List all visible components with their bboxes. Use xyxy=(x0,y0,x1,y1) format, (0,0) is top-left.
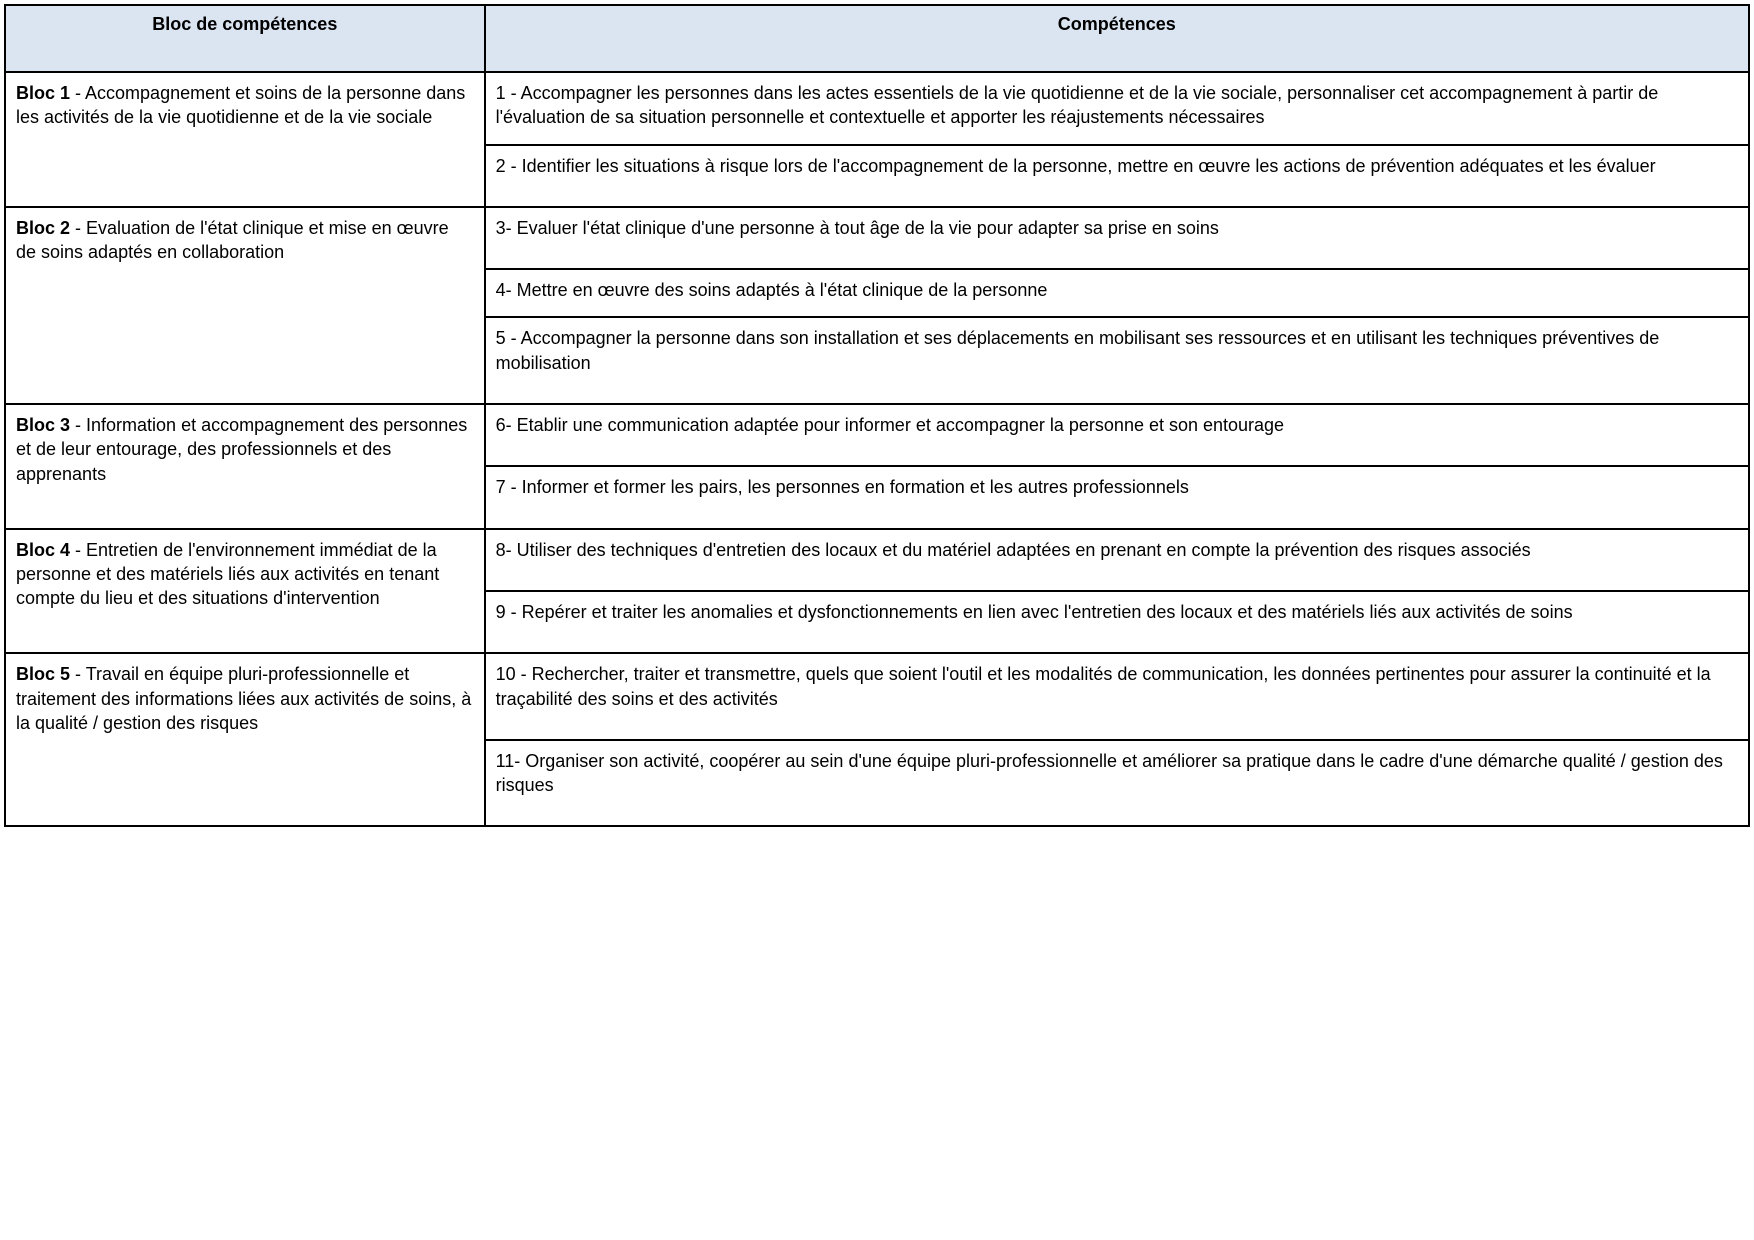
bloc-cell: Bloc 3 - Information et accompagnement d… xyxy=(5,404,485,529)
bloc-text: - Evaluation de l'état clinique et mise … xyxy=(16,218,449,262)
competence-cell: 7 - Informer et former les pairs, les pe… xyxy=(485,466,1749,528)
table-row: Bloc 1 - Accompagnement et soins de la p… xyxy=(5,72,1749,145)
bloc-cell: Bloc 4 - Entretien de l'environnement im… xyxy=(5,529,485,654)
bloc-cell: Bloc 1 - Accompagnement et soins de la p… xyxy=(5,72,485,207)
competence-cell: 4- Mettre en œuvre des soins adaptés à l… xyxy=(485,269,1749,317)
competence-cell: 2 - Identifier les situations à risque l… xyxy=(485,145,1749,207)
table-row: Bloc 3 - Information et accompagnement d… xyxy=(5,404,1749,466)
competence-cell: 11- Organiser son activité, coopérer au … xyxy=(485,740,1749,827)
competence-cell: 5 - Accompagner la personne dans son ins… xyxy=(485,317,1749,404)
bloc-label: Bloc 1 xyxy=(16,83,70,103)
table-row: Bloc 5 - Travail en équipe pluri-profess… xyxy=(5,653,1749,740)
bloc-cell: Bloc 2 - Evaluation de l'état clinique e… xyxy=(5,207,485,404)
bloc-cell: Bloc 5 - Travail en équipe pluri-profess… xyxy=(5,653,485,826)
header-comp: Compétences xyxy=(485,5,1749,72)
bloc-text: - Accompagnement et soins de la personne… xyxy=(16,83,465,127)
bloc-text: - Information et accompagnement des pers… xyxy=(16,415,467,484)
competence-cell: 3- Evaluer l'état clinique d'une personn… xyxy=(485,207,1749,269)
table-row: Bloc 4 - Entretien de l'environnement im… xyxy=(5,529,1749,591)
header-bloc: Bloc de compétences xyxy=(5,5,485,72)
competence-cell: 10 - Rechercher, traiter et transmettre,… xyxy=(485,653,1749,740)
competence-cell: 6- Etablir une communication adaptée pou… xyxy=(485,404,1749,466)
table-row: Bloc 2 - Evaluation de l'état clinique e… xyxy=(5,207,1749,269)
bloc-label: Bloc 4 xyxy=(16,540,70,560)
competence-cell: 1 - Accompagner les personnes dans les a… xyxy=(485,72,1749,145)
bloc-label: Bloc 2 xyxy=(16,218,70,238)
competence-cell: 9 - Repérer et traiter les anomalies et … xyxy=(485,591,1749,653)
bloc-label: Bloc 5 xyxy=(16,664,70,684)
bloc-text: - Entretien de l'environnement immédiat … xyxy=(16,540,439,609)
competences-table: Bloc de compétences Compétences Bloc 1 -… xyxy=(4,4,1750,827)
bloc-text: - Travail en équipe pluri-professionnell… xyxy=(16,664,471,733)
table-header-row: Bloc de compétences Compétences xyxy=(5,5,1749,72)
bloc-label: Bloc 3 xyxy=(16,415,70,435)
competence-cell: 8- Utiliser des techniques d'entretien d… xyxy=(485,529,1749,591)
